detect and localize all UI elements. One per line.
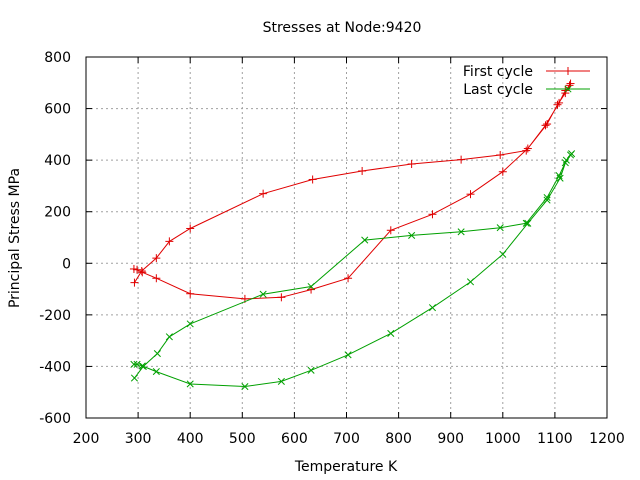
plot-frame	[85, 56, 608, 419]
x-tick-label: 1000	[485, 431, 521, 447]
data-point-last-cycle	[428, 304, 437, 312]
data-point-last-cycle	[138, 362, 146, 370]
x-tick-label: 900	[437, 431, 464, 447]
data-point-first-cycle	[407, 160, 416, 169]
x-tick-label: 400	[177, 431, 204, 447]
data-point-first-cycle	[522, 146, 531, 155]
data-point-first-cycle	[541, 121, 550, 130]
data-point-last-cycle	[241, 382, 249, 391]
data-point-first-cycle	[386, 226, 395, 235]
y-tick-label: -400	[39, 359, 71, 375]
legend-label-last-cycle: Last cycle	[463, 82, 533, 98]
data-point-last-cycle	[387, 329, 395, 337]
data-point-last-cycle	[307, 282, 315, 291]
data-point-first-cycle	[457, 155, 466, 164]
data-point-first-cycle	[543, 120, 552, 129]
data-point-first-cycle	[308, 175, 317, 184]
data-point-first-cycle	[553, 100, 562, 109]
data-point-last-cycle	[496, 224, 504, 232]
data-point-last-cycle	[152, 368, 160, 376]
data-point-last-cycle	[466, 278, 475, 286]
y-axis-label: Principal Stress MPa	[7, 168, 23, 308]
data-point-last-cycle	[457, 228, 465, 236]
data-point-last-cycle	[130, 360, 138, 368]
x-tick-label: 1200	[589, 431, 625, 447]
data-point-last-cycle	[165, 333, 173, 341]
y-tick-label: -600	[39, 411, 71, 427]
y-tick-label: 0	[62, 256, 71, 272]
legend-marker-first-cycle	[564, 67, 572, 75]
data-point-first-cycle	[165, 237, 174, 246]
data-point-first-cycle	[137, 267, 146, 276]
data-point-first-cycle	[259, 189, 268, 198]
data-point-last-cycle	[524, 219, 532, 227]
x-tick-label: 600	[281, 431, 308, 447]
legend-label-first-cycle: First cycle	[463, 64, 533, 80]
axis-ticks: 200 300 400 500 600 700 800 900 1000 1100 1200 -600…	[39, 50, 625, 447]
data-point-last-cycle	[566, 151, 575, 159]
data-point-first-cycle	[428, 210, 437, 219]
grid-lines	[86, 57, 607, 418]
data-point-first-cycle	[466, 190, 475, 199]
data-point-last-cycle	[186, 380, 194, 388]
data-point-first-cycle	[555, 98, 564, 107]
data-point-first-cycle	[138, 268, 147, 277]
data-point-last-cycle	[186, 320, 194, 328]
x-tick-label: 1100	[537, 431, 573, 447]
legend-marker-last-cycle	[564, 85, 572, 93]
data-point-last-cycle	[499, 250, 507, 258]
x-tick-label: 700	[333, 431, 360, 447]
series-layer	[129, 79, 576, 391]
y-tick-label: 400	[44, 153, 71, 169]
x-tick-label: 800	[385, 431, 412, 447]
data-point-last-cycle	[130, 374, 139, 382]
data-point-first-cycle	[344, 274, 353, 283]
data-point-last-cycle	[277, 377, 285, 385]
data-point-first-cycle	[152, 274, 161, 283]
x-axis-label: Temperature K	[294, 459, 398, 475]
y-tick-label: 800	[44, 50, 71, 66]
data-point-last-cycle	[543, 193, 551, 202]
legend: First cycle Last cycle	[463, 64, 590, 98]
data-point-last-cycle	[259, 290, 267, 298]
y-tick-label: 600	[44, 102, 71, 118]
data-point-last-cycle	[408, 231, 416, 239]
series-line-first-cycle	[133, 83, 571, 300]
data-point-first-cycle	[496, 150, 505, 159]
data-point-first-cycle	[186, 289, 195, 298]
data-point-last-cycle	[133, 360, 141, 368]
data-point-first-cycle	[358, 166, 367, 175]
chart-title: Stresses at Node:9420	[263, 20, 422, 36]
data-point-last-cycle	[361, 236, 369, 244]
data-point-last-cycle	[543, 196, 551, 204]
data-point-first-cycle	[152, 254, 161, 263]
data-point-last-cycle	[556, 174, 564, 182]
data-point-first-cycle	[130, 278, 139, 287]
x-tick-label: 200	[73, 431, 100, 447]
data-point-first-cycle	[277, 293, 286, 302]
data-point-last-cycle	[522, 219, 530, 227]
x-tick-label: 500	[229, 431, 256, 447]
data-point-first-cycle	[129, 264, 138, 273]
data-point-first-cycle	[498, 167, 507, 176]
y-tick-label: 200	[44, 205, 71, 221]
data-point-first-cycle	[561, 86, 570, 95]
data-point-first-cycle	[186, 224, 195, 233]
series-line-last-cycle	[133, 153, 573, 388]
data-point-last-cycle	[153, 349, 161, 358]
x-tick-label: 300	[125, 431, 152, 447]
data-point-last-cycle	[562, 156, 570, 164]
data-point-last-cycle	[344, 351, 352, 359]
y-tick-label: -200	[39, 308, 71, 324]
data-point-last-cycle	[307, 366, 315, 374]
data-point-first-cycle	[523, 144, 532, 153]
